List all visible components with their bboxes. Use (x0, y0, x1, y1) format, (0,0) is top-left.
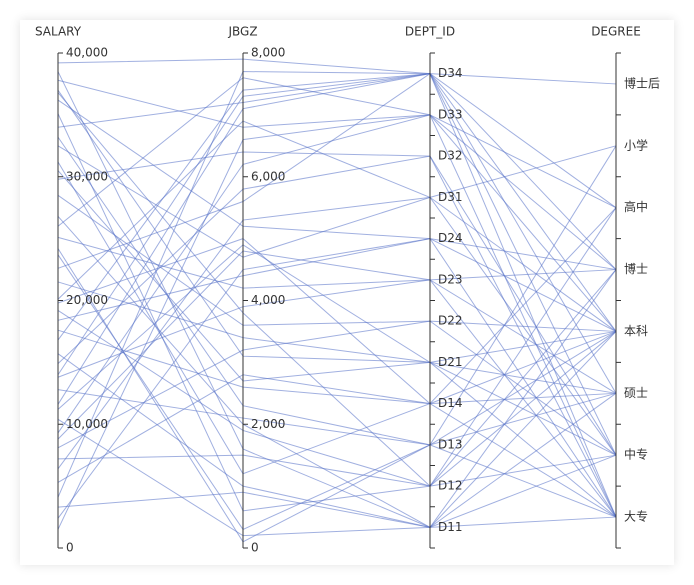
tick-label: 博士 (624, 261, 648, 276)
data-line (57, 92, 617, 487)
tick-label: D24 (438, 231, 463, 245)
tick-label: D13 (438, 437, 463, 451)
data-line (57, 58, 617, 85)
data-line (57, 331, 617, 537)
tick-label: 6,000 (251, 169, 285, 183)
tick-label: D21 (438, 355, 463, 369)
tick-label: D11 (438, 520, 463, 534)
tick-label: 小学 (624, 137, 648, 152)
data-line (57, 120, 617, 456)
tick-label: 10,000 (66, 417, 108, 431)
tick-label: 硕士 (624, 386, 648, 400)
data-line (57, 71, 617, 498)
chart-card: SALARY 0 10,000 20,000 30,000 40,000 JBGZ 0 2,00… (20, 20, 674, 565)
tick-label: D22 (438, 314, 463, 328)
tick-label: D23 (438, 272, 463, 286)
tick-label: D12 (438, 479, 463, 493)
data-line (57, 114, 617, 434)
data-line (57, 136, 617, 518)
tick-label: 高中 (624, 199, 648, 214)
data-line (57, 151, 617, 456)
tick-label: 中专 (624, 447, 648, 462)
tick-label: 2,000 (251, 417, 285, 431)
data-line (57, 73, 617, 341)
tick-label: D33 (438, 107, 463, 121)
data-line (57, 374, 617, 518)
data-line (57, 77, 617, 518)
data-line (57, 114, 617, 530)
axis-name: SALARY (35, 25, 82, 39)
data-line (57, 269, 617, 378)
tick-label: D34 (438, 66, 463, 80)
tick-label: D31 (438, 190, 463, 204)
tick-label: D14 (438, 396, 463, 410)
data-line (57, 99, 617, 271)
data-line (57, 170, 617, 456)
tick-label: 大专 (624, 509, 648, 524)
data-line (57, 145, 617, 543)
tick-label: D32 (438, 149, 463, 163)
tick-label: 0 (251, 541, 259, 555)
tick-label: 0 (66, 541, 74, 555)
data-line (57, 238, 617, 519)
tick-label: 30,000 (66, 169, 108, 183)
data-line (57, 281, 617, 518)
data-line (57, 73, 617, 269)
data-line (57, 113, 617, 512)
tick-label: 博士后 (624, 75, 660, 90)
data-line (57, 236, 617, 394)
tick-label: 4,000 (251, 293, 285, 307)
tick-label: 20,000 (66, 293, 108, 307)
data-line (57, 389, 617, 446)
data-line (57, 320, 617, 456)
axis-name: JBGZ (227, 25, 257, 39)
axis-name: DEGREE (591, 25, 641, 39)
axis-name: DEPT_ID (405, 25, 455, 39)
data-line (57, 79, 617, 209)
data-line (57, 353, 617, 528)
data-line (57, 392, 617, 528)
data-line (57, 238, 617, 405)
data-line (57, 73, 617, 394)
tick-label: 本科 (624, 324, 648, 338)
tick-label: 8,000 (251, 46, 285, 60)
chart: SALARY 0 10,000 20,000 30,000 40,000 JBGZ 0 2,00… (35, 25, 660, 555)
tick-label: 40,000 (66, 46, 108, 60)
data-line (57, 73, 617, 376)
data-line (57, 250, 617, 518)
